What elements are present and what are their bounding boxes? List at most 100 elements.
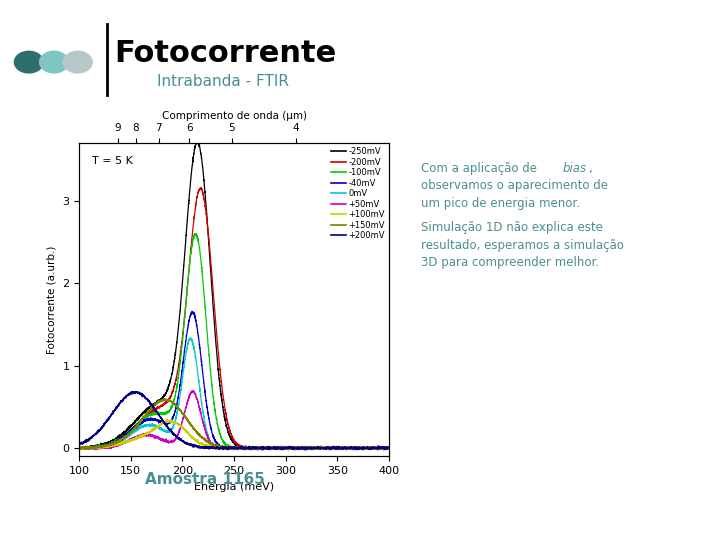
+50mV xyxy=(188,387,197,394)
-100mV xyxy=(379,445,387,451)
+100mV xyxy=(248,447,256,454)
-200mV xyxy=(346,445,354,451)
Line: +100mV: +100mV xyxy=(79,419,389,450)
-100mV xyxy=(384,444,393,451)
+50mV xyxy=(194,400,202,406)
0mV xyxy=(129,429,138,436)
-40mV xyxy=(188,308,197,315)
-40mV xyxy=(207,427,216,434)
-40mV xyxy=(346,444,354,451)
+150mV xyxy=(346,444,354,450)
-250mV xyxy=(379,444,387,451)
-40mV xyxy=(379,444,387,451)
+50mV xyxy=(379,445,387,451)
+50mV xyxy=(129,436,138,442)
+150mV xyxy=(161,395,169,402)
+50mV xyxy=(75,445,84,451)
Legend: -250mV, -200mV, -100mV, -40mV, 0mV, +50mV, +100mV, +150mV, +200mV: -250mV, -200mV, -100mV, -40mV, 0mV, +50m… xyxy=(328,144,388,244)
+150mV xyxy=(379,444,387,451)
X-axis label: Comprimento de onda (μm): Comprimento de onda (μm) xyxy=(161,111,307,121)
-250mV xyxy=(346,444,354,450)
+100mV xyxy=(194,439,202,446)
-250mV xyxy=(207,280,216,286)
0mV xyxy=(207,440,216,447)
+200mV xyxy=(207,445,216,451)
+200mV xyxy=(130,388,138,395)
Line: -250mV: -250mV xyxy=(79,141,389,450)
-200mV xyxy=(207,267,216,274)
+200mV xyxy=(346,445,354,451)
+100mV xyxy=(384,446,393,453)
-100mV xyxy=(75,446,84,452)
Text: 3D para compreender melhor.: 3D para compreender melhor. xyxy=(421,256,599,269)
Line: -40mV: -40mV xyxy=(79,312,389,450)
+150mV xyxy=(194,431,202,437)
0mV xyxy=(110,441,119,448)
+150mV xyxy=(129,427,138,434)
+200mV xyxy=(384,445,393,451)
-250mV xyxy=(384,445,393,451)
0mV xyxy=(384,445,393,451)
Text: bias: bias xyxy=(562,162,587,175)
-40mV xyxy=(300,447,309,453)
+150mV xyxy=(229,447,238,453)
-100mV xyxy=(346,444,354,450)
Text: um pico de energia menor.: um pico de energia menor. xyxy=(421,197,580,210)
+100mV xyxy=(110,441,119,448)
0mV xyxy=(341,447,350,453)
+50mV xyxy=(91,447,100,453)
-200mV xyxy=(197,184,205,191)
+100mV xyxy=(129,437,138,443)
Line: +50mV: +50mV xyxy=(79,390,389,450)
Text: resultado, esperamos a simulação: resultado, esperamos a simulação xyxy=(421,239,624,252)
+100mV xyxy=(379,445,387,451)
+50mV xyxy=(346,443,354,450)
Line: +200mV: +200mV xyxy=(79,392,389,450)
+50mV xyxy=(207,440,216,447)
+150mV xyxy=(75,443,84,450)
+150mV xyxy=(384,444,393,451)
+50mV xyxy=(384,444,393,451)
+100mV xyxy=(75,444,84,451)
-250mV xyxy=(194,141,202,147)
0mV xyxy=(194,372,202,379)
+150mV xyxy=(207,440,216,447)
+100mV xyxy=(346,444,354,451)
+100mV xyxy=(163,416,171,422)
Text: Amostra 1165: Amostra 1165 xyxy=(145,472,265,488)
Text: Simulação 1D não explica este: Simulação 1D não explica este xyxy=(421,221,603,234)
Text: Com a aplicação de: Com a aplicação de xyxy=(421,162,541,175)
-40mV xyxy=(75,444,84,451)
-40mV xyxy=(194,331,202,338)
-100mV xyxy=(129,425,138,431)
Text: Fotocorrente: Fotocorrente xyxy=(114,39,336,69)
-250mV xyxy=(129,422,138,428)
X-axis label: Energia (meV): Energia (meV) xyxy=(194,482,274,491)
-100mV xyxy=(207,377,216,383)
Text: observamos o aparecimento de: observamos o aparecimento de xyxy=(421,179,608,192)
+200mV xyxy=(110,407,119,414)
Line: -100mV: -100mV xyxy=(79,233,389,450)
Line: -200mV: -200mV xyxy=(79,187,389,450)
-200mV xyxy=(194,190,202,197)
-200mV xyxy=(110,441,119,447)
+150mV xyxy=(110,438,119,445)
-100mV xyxy=(191,230,199,237)
+200mV xyxy=(75,441,84,448)
-40mV xyxy=(129,425,138,431)
+50mV xyxy=(110,442,119,448)
-200mV xyxy=(258,447,267,453)
Line: +150mV: +150mV xyxy=(79,399,389,450)
-100mV xyxy=(110,438,119,445)
+200mV xyxy=(379,444,387,450)
Text: Intrabanda - FTIR: Intrabanda - FTIR xyxy=(157,73,289,89)
Line: 0mV: 0mV xyxy=(79,338,389,450)
-250mV xyxy=(75,444,84,451)
-250mV xyxy=(194,138,202,145)
+200mV xyxy=(194,444,202,450)
-100mV xyxy=(194,237,202,243)
Text: ,: , xyxy=(588,162,592,175)
0mV xyxy=(186,335,194,341)
0mV xyxy=(75,444,84,450)
-100mV xyxy=(302,447,310,454)
